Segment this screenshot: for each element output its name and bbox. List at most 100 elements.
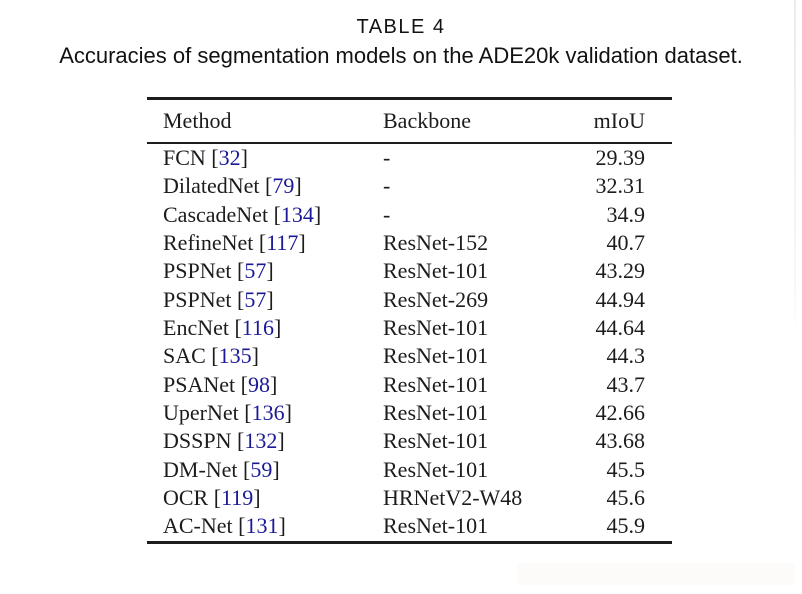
miou-cell: 45.9 (606, 513, 646, 539)
backbone-cell: ResNet-269 (383, 286, 489, 312)
citation-bracket-open: [ (273, 201, 281, 227)
table-row: PSPNet [57] ResNet-269 44.94 (147, 286, 672, 314)
method-name: DM-Net (163, 456, 238, 482)
miou-cell: 29.39 (595, 145, 646, 170)
table-row: DilatedNet [79] - 32.31 (147, 172, 672, 200)
backbone-cell: ResNet-101 (383, 315, 489, 341)
citation-bracket-open: [ (244, 400, 252, 426)
table-bottom-rule (147, 540, 672, 544)
citation-bracket-close: ] (253, 485, 261, 511)
backbone-cell: ResNet-101 (383, 513, 489, 539)
citation-link[interactable]: 136 (251, 400, 285, 426)
backbone-cell: ResNet-101 (383, 456, 489, 482)
citation-bracket-close: ] (266, 258, 274, 284)
method-cell: PSPNet [57] (163, 257, 383, 285)
miou-cell: 40.7 (606, 230, 646, 256)
backbone-cell: - (383, 201, 391, 227)
method-name: CascadeNet (163, 201, 269, 227)
citation-bracket-open: [ (211, 343, 219, 369)
table-row: CascadeNet [134] - 34.9 (147, 201, 672, 229)
method-name: PSPNet (163, 286, 232, 312)
miou-cell: 34.9 (606, 201, 646, 227)
citation-link[interactable]: 131 (245, 513, 279, 539)
scan-artifact-box (517, 563, 795, 585)
citation-link[interactable]: 98 (247, 371, 270, 397)
citation-link[interactable]: 57 (244, 258, 267, 284)
table-row: DSSPN [132] ResNet-101 43.68 (147, 427, 672, 455)
citation-bracket-open: [ (213, 485, 222, 511)
method-name: AC-Net (163, 513, 233, 539)
citation-bracket-open: [ (234, 315, 242, 341)
miou-cell: 45.5 (606, 456, 646, 482)
table-mid-rule (147, 142, 672, 144)
backbone-cell: ResNet-152 (383, 230, 489, 256)
method-cell: PSPNet [57] (163, 286, 383, 314)
table-row: OCR [119] HRNetV2-W48 45.6 (147, 484, 672, 512)
method-cell: DSSPN [132] (163, 427, 383, 455)
citation-link[interactable]: 79 (272, 173, 295, 199)
citation-bracket-close: ] (284, 400, 292, 426)
backbone-cell: ResNet-101 (383, 428, 489, 454)
table-row: PSPNet [57] ResNet-101 43.29 (147, 257, 672, 285)
citation-link[interactable]: 116 (241, 315, 274, 341)
citation-link[interactable]: 59 (250, 456, 273, 482)
backbone-cell: ResNet-101 (383, 400, 489, 426)
table-caption: Accuracies of segmentation models on the… (59, 43, 743, 68)
table-row: FCN [32] - 29.39 (147, 144, 672, 172)
citation-link[interactable]: 32 (218, 145, 241, 170)
table-row: UperNet [136] ResNet-101 42.66 (147, 399, 672, 427)
citation-bracket-close: ] (251, 343, 259, 369)
method-name: DilatedNet (163, 173, 260, 199)
column-header-backbone: Backbone (383, 107, 471, 133)
citation-bracket-open: [ (236, 286, 245, 312)
citation-bracket-open: [ (211, 145, 219, 170)
citation-bracket-close: ] (240, 145, 248, 170)
citation-bracket-close: ] (272, 456, 280, 482)
method-name: OCR (163, 485, 209, 511)
method-cell: DilatedNet [79] (163, 172, 383, 200)
citation-bracket-open: [ (243, 456, 251, 482)
column-header-miou: mIoU (593, 107, 645, 133)
method-cell: AC-Net [131] (163, 512, 383, 540)
table-row: DM-Net [59] ResNet-101 45.5 (147, 456, 672, 484)
miou-cell: 43.29 (595, 258, 646, 284)
citation-link[interactable]: 57 (244, 286, 267, 312)
backbone-cell: - (383, 173, 391, 199)
method-name: SAC (163, 343, 206, 369)
method-name: DSSPN (163, 428, 232, 454)
method-cell: DM-Net [59] (163, 456, 383, 484)
table-row: SAC [135] ResNet-101 44.3 (147, 342, 672, 370)
citation-link[interactable]: 135 (218, 343, 252, 369)
method-name: FCN (163, 145, 206, 170)
page-edge-scan-line (794, 0, 796, 335)
table-row: EncNet [116] ResNet-101 44.64 (147, 314, 672, 342)
citation-link[interactable]: 132 (244, 428, 278, 454)
citation-link[interactable]: 119 (221, 485, 254, 511)
method-cell: FCN [32] (163, 144, 383, 172)
miou-cell: 44.94 (595, 286, 646, 312)
citation-link[interactable]: 134 (280, 201, 314, 227)
table-row: AC-Net [131] ResNet-101 45.9 (147, 512, 672, 540)
method-cell: RefineNet [117] (163, 229, 383, 257)
citation-link[interactable]: 117 (266, 230, 299, 256)
miou-cell: 45.6 (606, 485, 646, 511)
backbone-cell: - (383, 145, 391, 170)
table-top-rule (147, 97, 672, 100)
method-cell: SAC [135] (163, 342, 383, 370)
method-cell: UperNet [136] (163, 399, 383, 427)
backbone-cell: ResNet-101 (383, 371, 489, 397)
method-cell: OCR [119] (163, 484, 383, 512)
citation-bracket-open: [ (265, 173, 273, 199)
method-cell: PSANet [98] (163, 371, 383, 399)
citation-bracket-close: ] (313, 201, 322, 227)
citation-bracket-open: [ (238, 513, 246, 539)
miou-cell: 44.3 (606, 343, 646, 369)
method-cell: EncNet [116] (163, 314, 383, 342)
miou-cell: 32.31 (595, 173, 646, 199)
citation-bracket-close: ] (269, 371, 278, 397)
table-header-row: Method Backbone mIoU (147, 100, 672, 142)
table-row: PSANet [98] ResNet-101 43.7 (147, 371, 672, 399)
table-body: FCN [32] - 29.39 DilatedNet [79] - 32.31… (147, 144, 672, 541)
method-name: RefineNet (163, 230, 254, 256)
citation-bracket-close: ] (266, 286, 274, 312)
